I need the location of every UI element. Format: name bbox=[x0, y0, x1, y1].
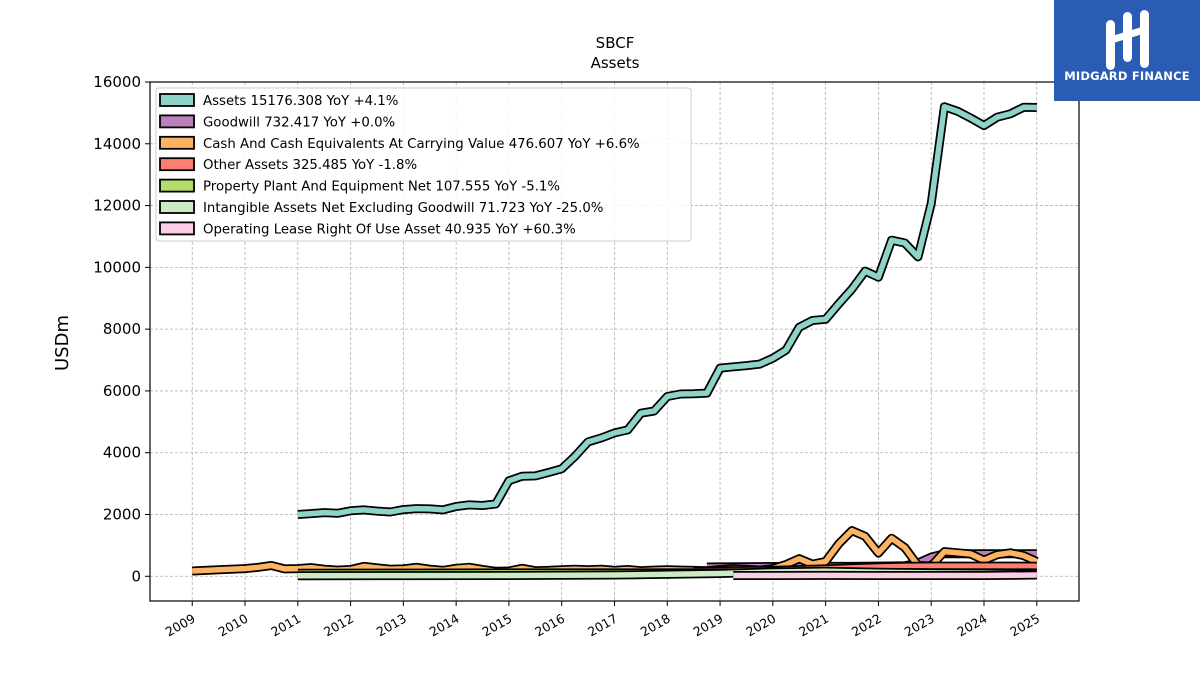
legend-swatch bbox=[159, 178, 195, 193]
legend-swatch bbox=[159, 221, 195, 236]
y-axis-label: USDm bbox=[52, 315, 73, 371]
y-tick-label: 2000 bbox=[103, 506, 141, 524]
legend-entry: Intangible Assets Net Excluding Goodwill… bbox=[203, 201, 603, 216]
y-tick-label: 16000 bbox=[93, 73, 141, 91]
brand-logo: MIDGARD FINANCE bbox=[1054, 0, 1200, 101]
x-tick-label: 2019 bbox=[691, 611, 726, 640]
legend-swatch bbox=[159, 93, 195, 107]
legend: Assets 15176.308 YoY +4.1% Goodwill 732.4… bbox=[155, 87, 692, 242]
x-tick-label: 2010 bbox=[215, 611, 250, 640]
chart-subtitle: Assets bbox=[591, 54, 640, 72]
chart-title: SBCF bbox=[596, 34, 635, 52]
legend-entry: Goodwill 732.417 YoY +0.0% bbox=[203, 115, 395, 130]
legend-entry: Other Assets 325.485 YoY -1.8% bbox=[203, 158, 417, 173]
series-line-operating-lease-right-of-use-asset bbox=[733, 572, 1037, 579]
legend-box bbox=[155, 87, 692, 242]
x-tick-label: 2017 bbox=[585, 611, 620, 640]
x-tick-label: 2018 bbox=[638, 611, 673, 640]
legend-entry: Property Plant And Equipment Net 107.555… bbox=[203, 180, 560, 195]
legend-swatch bbox=[159, 157, 195, 172]
y-axis-ticks: 0 2000 4000 6000 8000 10000 12000 14000 16000 bbox=[93, 73, 150, 585]
x-tick-label: 2021 bbox=[796, 611, 831, 640]
legend-swatch bbox=[159, 200, 195, 214]
brand-name: MIDGARD FINANCE bbox=[1064, 69, 1190, 83]
legend-swatch bbox=[159, 135, 195, 150]
legend-swatch bbox=[159, 114, 195, 129]
x-tick-label: 2012 bbox=[321, 611, 356, 640]
x-tick-label: 2013 bbox=[374, 611, 409, 640]
legend-entry: Cash And Cash Equivalents At Carrying Va… bbox=[203, 137, 640, 152]
x-tick-label: 2024 bbox=[954, 611, 989, 640]
legend-entry: Operating Lease Right Of Use Asset 40.93… bbox=[203, 222, 576, 237]
x-tick-label: 2009 bbox=[163, 611, 198, 640]
x-tick-label: 2016 bbox=[532, 611, 567, 640]
x-tick-label: 2023 bbox=[902, 611, 937, 640]
x-tick-label: 2020 bbox=[743, 611, 778, 640]
series-lines bbox=[191, 102, 1039, 581]
series-line-assets bbox=[297, 103, 1037, 518]
x-tick-label: 2014 bbox=[427, 611, 462, 640]
x-tick-label: 2015 bbox=[479, 611, 514, 640]
x-tick-label: 2025 bbox=[1007, 611, 1042, 640]
y-tick-label: 14000 bbox=[93, 135, 141, 153]
brand-mark-icon bbox=[1106, 10, 1149, 70]
y-tick-label: 4000 bbox=[103, 444, 141, 462]
y-tick-label: 8000 bbox=[103, 320, 141, 338]
x-tick-label: 2011 bbox=[268, 611, 303, 640]
y-tick-label: 0 bbox=[131, 567, 141, 585]
legend-entry: Assets 15176.308 YoY +4.1% bbox=[203, 94, 398, 109]
x-axis-ticks: 2009 2010 2011 2012 2013 2014 2015 2016 2017 2018… bbox=[163, 601, 1042, 640]
y-tick-label: 12000 bbox=[93, 197, 141, 215]
y-tick-label: 10000 bbox=[93, 258, 141, 276]
y-tick-label: 6000 bbox=[103, 382, 141, 400]
x-tick-label: 2022 bbox=[849, 611, 884, 640]
